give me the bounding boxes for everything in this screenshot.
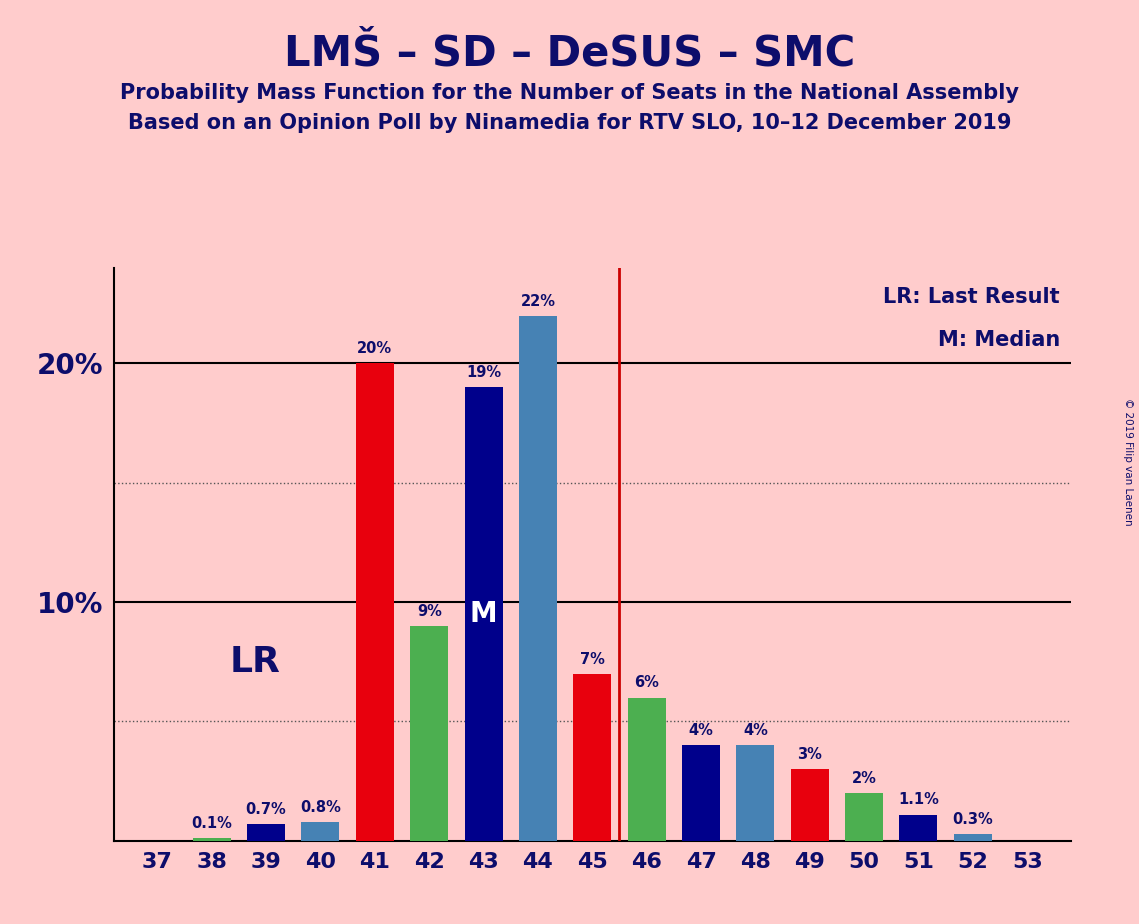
- Text: 4%: 4%: [743, 723, 768, 738]
- Text: LMŠ – SD – DeSUS – SMC: LMŠ – SD – DeSUS – SMC: [284, 32, 855, 74]
- Bar: [355, 363, 394, 841]
- Bar: [410, 626, 449, 841]
- Text: 7%: 7%: [580, 651, 605, 666]
- Text: 0.8%: 0.8%: [300, 799, 341, 815]
- Bar: [465, 387, 502, 841]
- Text: Based on an Opinion Poll by Ninamedia for RTV SLO, 10–12 December 2019: Based on an Opinion Poll by Ninamedia fo…: [128, 113, 1011, 133]
- Bar: [519, 316, 557, 841]
- Text: 9%: 9%: [417, 604, 442, 619]
- Text: M: M: [469, 600, 498, 628]
- Text: 3%: 3%: [797, 748, 822, 762]
- Bar: [900, 815, 937, 841]
- Text: 20%: 20%: [358, 341, 393, 357]
- Text: 6%: 6%: [634, 675, 659, 690]
- Bar: [302, 821, 339, 841]
- Bar: [953, 833, 992, 841]
- Text: 1.1%: 1.1%: [898, 793, 939, 808]
- Text: 19%: 19%: [466, 365, 501, 380]
- Text: 0.7%: 0.7%: [246, 802, 287, 817]
- Bar: [845, 793, 883, 841]
- Text: 22%: 22%: [521, 294, 556, 309]
- Bar: [736, 746, 775, 841]
- Bar: [247, 824, 285, 841]
- Text: © 2019 Filip van Laenen: © 2019 Filip van Laenen: [1123, 398, 1133, 526]
- Text: 4%: 4%: [689, 723, 713, 738]
- Bar: [192, 838, 231, 841]
- Text: 2%: 2%: [852, 771, 877, 786]
- Bar: [682, 746, 720, 841]
- Text: M: Median: M: Median: [937, 330, 1059, 350]
- Bar: [790, 769, 829, 841]
- Bar: [628, 698, 665, 841]
- Text: LR: LR: [230, 645, 280, 679]
- Text: LR: Last Result: LR: Last Result: [883, 287, 1059, 307]
- Text: Probability Mass Function for the Number of Seats in the National Assembly: Probability Mass Function for the Number…: [120, 83, 1019, 103]
- Bar: [573, 674, 612, 841]
- Text: 0.3%: 0.3%: [952, 811, 993, 826]
- Text: 0.1%: 0.1%: [191, 816, 232, 832]
